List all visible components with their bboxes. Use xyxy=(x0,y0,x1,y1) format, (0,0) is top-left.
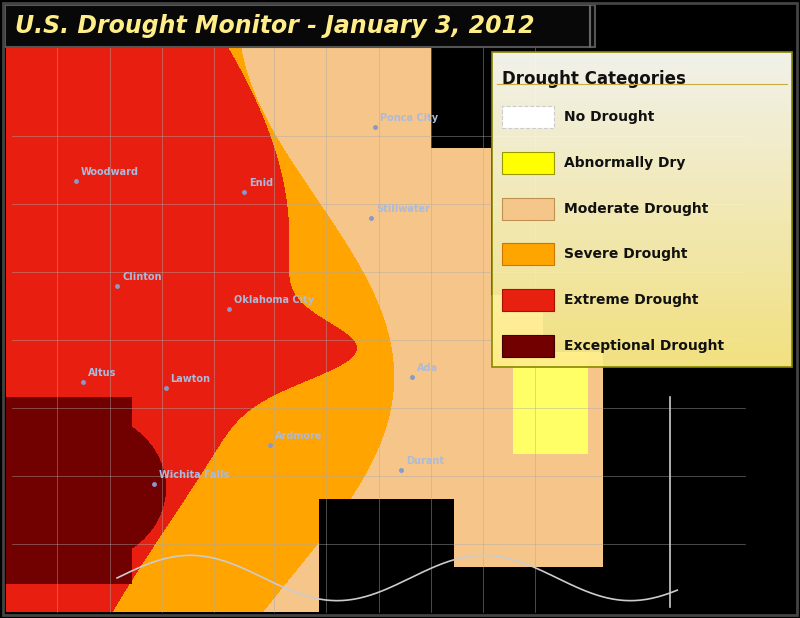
Text: Severe Drought: Severe Drought xyxy=(564,247,687,261)
Text: Ada: Ada xyxy=(417,363,438,373)
Text: Abnormally Dry: Abnormally Dry xyxy=(564,156,686,170)
Text: Oklahoma City: Oklahoma City xyxy=(234,295,314,305)
Text: Moderate Drought: Moderate Drought xyxy=(564,201,708,216)
Text: Lawton: Lawton xyxy=(170,374,210,384)
Bar xyxy=(502,335,554,357)
Text: U.S. Drought Monitor - January 3, 2012: U.S. Drought Monitor - January 3, 2012 xyxy=(15,14,534,38)
Bar xyxy=(502,106,554,128)
Text: Wichita Falls: Wichita Falls xyxy=(159,470,230,480)
Bar xyxy=(502,198,554,219)
Text: Extreme Drought: Extreme Drought xyxy=(564,294,698,307)
Bar xyxy=(502,289,554,311)
Bar xyxy=(502,243,554,265)
Text: Enid: Enid xyxy=(249,179,273,188)
Text: Altus: Altus xyxy=(89,368,117,378)
Text: Woodward: Woodward xyxy=(81,167,139,177)
Text: No Drought: No Drought xyxy=(564,110,654,124)
Text: Clinton: Clinton xyxy=(122,272,162,282)
Bar xyxy=(492,52,792,367)
Text: Drought Categories: Drought Categories xyxy=(502,70,686,88)
Text: Stillwater: Stillwater xyxy=(376,204,430,214)
Bar xyxy=(502,152,554,174)
Bar xyxy=(5,5,595,47)
Text: Ponca City: Ponca City xyxy=(380,113,438,123)
Text: Durant: Durant xyxy=(406,456,444,466)
Text: Exceptional Drought: Exceptional Drought xyxy=(564,339,724,353)
Text: Ardmore: Ardmore xyxy=(275,431,322,441)
